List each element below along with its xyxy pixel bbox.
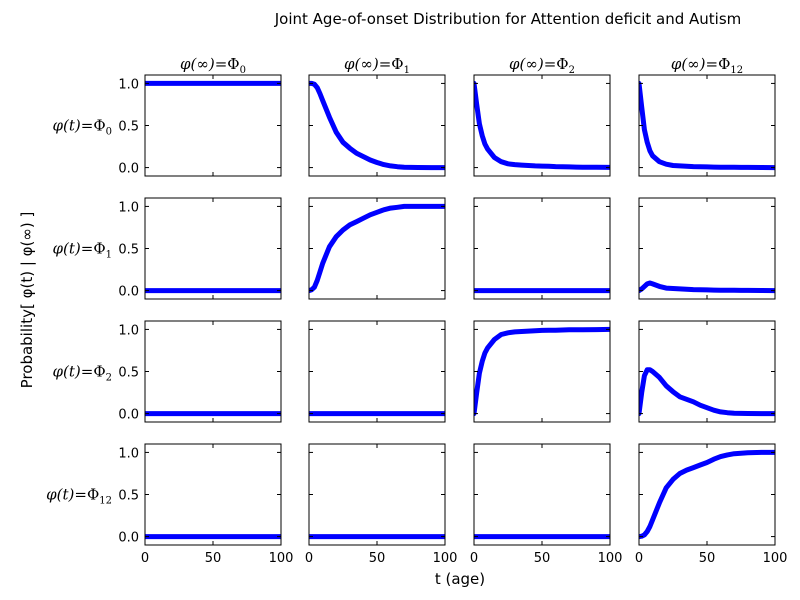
subplot-r0-c2: φ(∞)=Φ2 bbox=[473, 55, 611, 177]
series-line bbox=[639, 280, 775, 294]
y-tick-label: 1.0 bbox=[118, 200, 139, 215]
column-header: φ(∞)=Φ2 bbox=[509, 55, 575, 76]
axes-frame bbox=[473, 74, 611, 177]
axes-frame bbox=[144, 320, 282, 423]
x-tick-label: 50 bbox=[699, 551, 716, 566]
axes-frame bbox=[473, 320, 611, 423]
subplot-r1-c1 bbox=[308, 197, 446, 300]
y-tick-label: 0.5 bbox=[118, 120, 139, 135]
panel-grid: 0.0 0.5 1.0 φ(∞)=Φ0 φ(∞)=Φ1 φ(∞)=Φ2 φ(∞)=Φ12 φ(… bbox=[46, 55, 787, 566]
column-header: φ(∞)=Φ0 bbox=[180, 55, 246, 76]
y-tick-label: 0.0 bbox=[118, 162, 139, 177]
y-tick-label: 1.0 bbox=[118, 77, 139, 92]
y-tick-label: 1.0 bbox=[118, 323, 139, 338]
axes-frame bbox=[473, 443, 611, 546]
y-tick-label: 0.0 bbox=[118, 531, 139, 546]
subplot-r2-c3 bbox=[638, 320, 776, 423]
subplot-r3-c0: 0 50 100 0.0 0.5 1.0 bbox=[118, 443, 294, 566]
x-tick-label: 50 bbox=[369, 551, 386, 566]
y-tick-label: 0.5 bbox=[118, 489, 139, 504]
y-tick-label: 0.0 bbox=[118, 408, 139, 423]
y-tick-label: 0.5 bbox=[118, 243, 139, 258]
subplot-r2-c2 bbox=[473, 320, 611, 423]
y-tick-label: 0.5 bbox=[118, 366, 139, 381]
column-header: φ(∞)=Φ1 bbox=[344, 55, 410, 76]
subplot-r1-c3 bbox=[638, 197, 776, 300]
axes-frame bbox=[144, 443, 282, 546]
y-tick-label: 0.0 bbox=[118, 285, 139, 300]
series-line bbox=[639, 80, 775, 171]
x-tick-label: 100 bbox=[269, 551, 294, 566]
axes-frame bbox=[144, 74, 282, 177]
subplot-r2-c1 bbox=[308, 320, 446, 423]
subplot-r3-c2: 0 50 100 bbox=[470, 443, 623, 566]
x-tick-label: 0 bbox=[141, 551, 149, 566]
axes-frame bbox=[473, 197, 611, 300]
x-tick-label: 0 bbox=[470, 551, 478, 566]
subplot-r0-c0: 0.0 0.5 1.0 φ(∞)=Φ0 bbox=[118, 55, 282, 177]
subplot-r0-c1: φ(∞)=Φ1 bbox=[308, 55, 446, 177]
series-line bbox=[639, 449, 775, 540]
axes-frame bbox=[308, 320, 446, 423]
column-header: φ(∞)=Φ12 bbox=[671, 55, 743, 76]
subplot-r1-c0: 0.0 0.5 1.0 bbox=[118, 197, 282, 300]
x-tick-label: 100 bbox=[763, 551, 788, 566]
row-header: φ(t)=Φ12 bbox=[46, 486, 112, 507]
series-line bbox=[474, 80, 610, 170]
subplot-r3-c1: 0 50 100 bbox=[305, 443, 458, 566]
series-line bbox=[309, 203, 445, 294]
axes-frame bbox=[308, 443, 446, 546]
x-tick-label: 50 bbox=[205, 551, 222, 566]
x-tick-label: 0 bbox=[305, 551, 313, 566]
x-tick-label: 0 bbox=[635, 551, 643, 566]
y-axis-label: Probability[ φ(t) | φ(∞) ] bbox=[18, 212, 36, 389]
row-header: φ(t)=Φ0 bbox=[53, 117, 113, 138]
x-axis-label: t (age) bbox=[435, 570, 485, 588]
x-tick-label: 50 bbox=[534, 551, 551, 566]
row-header: φ(t)=Φ2 bbox=[53, 363, 113, 384]
axes-frame bbox=[144, 197, 282, 300]
subplot-r3-c3: 0 50 100 bbox=[635, 443, 788, 566]
subplot-r1-c2 bbox=[473, 197, 611, 300]
subplot-r0-c3: φ(∞)=Φ12 bbox=[638, 55, 776, 177]
chart-title: Joint Age-of-onset Distribution for Atte… bbox=[274, 10, 742, 28]
series-line bbox=[309, 80, 445, 171]
axes-frame bbox=[638, 443, 776, 546]
series-line bbox=[639, 367, 775, 417]
x-tick-label: 100 bbox=[598, 551, 623, 566]
x-tick-label: 100 bbox=[433, 551, 458, 566]
y-tick-label: 1.0 bbox=[118, 446, 139, 461]
subplot-r2-c0: 0.0 0.5 1.0 bbox=[118, 320, 282, 423]
series-line bbox=[474, 326, 610, 417]
row-header: φ(t)=Φ1 bbox=[53, 240, 113, 261]
